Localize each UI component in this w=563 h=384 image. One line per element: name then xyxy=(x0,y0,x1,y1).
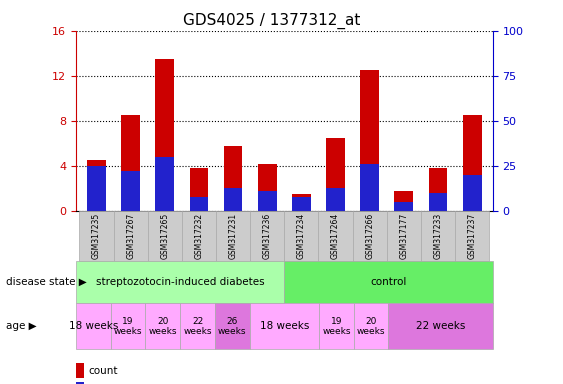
Text: age ▶: age ▶ xyxy=(6,321,36,331)
Text: 20
weeks: 20 weeks xyxy=(149,317,177,336)
Bar xyxy=(284,211,319,261)
Bar xyxy=(292,197,311,211)
Text: GSM317177: GSM317177 xyxy=(399,213,408,259)
Bar xyxy=(326,138,345,211)
Text: GSM317231: GSM317231 xyxy=(229,213,238,259)
Bar xyxy=(148,211,182,261)
Bar xyxy=(215,303,249,349)
Text: 19
weeks: 19 weeks xyxy=(114,317,142,336)
Bar xyxy=(190,168,208,211)
Bar xyxy=(155,59,174,211)
Bar xyxy=(284,261,493,303)
Bar xyxy=(155,157,174,211)
Bar xyxy=(121,172,140,211)
Text: GSM317266: GSM317266 xyxy=(365,213,374,259)
Text: GSM317237: GSM317237 xyxy=(468,213,477,259)
Bar xyxy=(76,303,111,349)
Bar xyxy=(180,303,215,349)
Text: GSM317233: GSM317233 xyxy=(434,213,443,259)
Bar xyxy=(258,191,276,211)
Bar xyxy=(354,303,388,349)
Bar xyxy=(190,197,208,211)
Bar xyxy=(421,211,455,261)
Bar xyxy=(395,202,413,211)
Text: GSM317265: GSM317265 xyxy=(160,213,169,259)
Bar xyxy=(388,303,493,349)
Bar xyxy=(79,211,114,261)
Bar xyxy=(395,191,413,211)
Text: GSM317264: GSM317264 xyxy=(331,213,340,259)
Text: 18 weeks: 18 weeks xyxy=(260,321,309,331)
Bar xyxy=(87,166,106,211)
Bar xyxy=(360,70,379,211)
Title: GDS4025 / 1377312_at: GDS4025 / 1377312_at xyxy=(183,13,360,29)
Bar xyxy=(352,211,387,261)
Bar xyxy=(121,115,140,211)
Bar xyxy=(319,211,352,261)
Bar xyxy=(258,164,276,211)
Bar xyxy=(428,193,448,211)
Bar xyxy=(224,188,243,211)
Text: GSM317267: GSM317267 xyxy=(126,213,135,259)
Bar xyxy=(249,303,319,349)
Text: GSM317236: GSM317236 xyxy=(263,213,272,259)
Bar xyxy=(319,303,354,349)
Text: GSM317234: GSM317234 xyxy=(297,213,306,259)
Bar xyxy=(360,164,379,211)
Bar xyxy=(250,211,284,261)
Text: 22 weeks: 22 weeks xyxy=(416,321,465,331)
Bar xyxy=(182,211,216,261)
Text: 22
weeks: 22 weeks xyxy=(184,317,212,336)
Bar xyxy=(292,194,311,211)
Bar xyxy=(428,168,448,211)
Text: GSM317235: GSM317235 xyxy=(92,213,101,259)
Text: control: control xyxy=(370,277,406,287)
Text: 20
weeks: 20 weeks xyxy=(357,317,385,336)
Bar xyxy=(216,211,250,261)
Bar xyxy=(387,211,421,261)
Bar xyxy=(145,303,180,349)
Text: streptozotocin-induced diabetes: streptozotocin-induced diabetes xyxy=(96,277,265,287)
Text: count: count xyxy=(88,366,118,376)
Bar xyxy=(463,115,481,211)
Bar xyxy=(463,175,481,211)
Text: 18 weeks: 18 weeks xyxy=(69,321,118,331)
Text: 26
weeks: 26 weeks xyxy=(218,317,247,336)
Bar xyxy=(76,261,284,303)
Bar xyxy=(224,146,243,211)
Text: 19
weeks: 19 weeks xyxy=(322,317,351,336)
Bar xyxy=(87,161,106,211)
Bar xyxy=(455,211,489,261)
Text: GSM317232: GSM317232 xyxy=(194,213,203,259)
Text: disease state ▶: disease state ▶ xyxy=(6,277,86,287)
Bar xyxy=(111,303,145,349)
Bar xyxy=(326,188,345,211)
Bar xyxy=(114,211,148,261)
